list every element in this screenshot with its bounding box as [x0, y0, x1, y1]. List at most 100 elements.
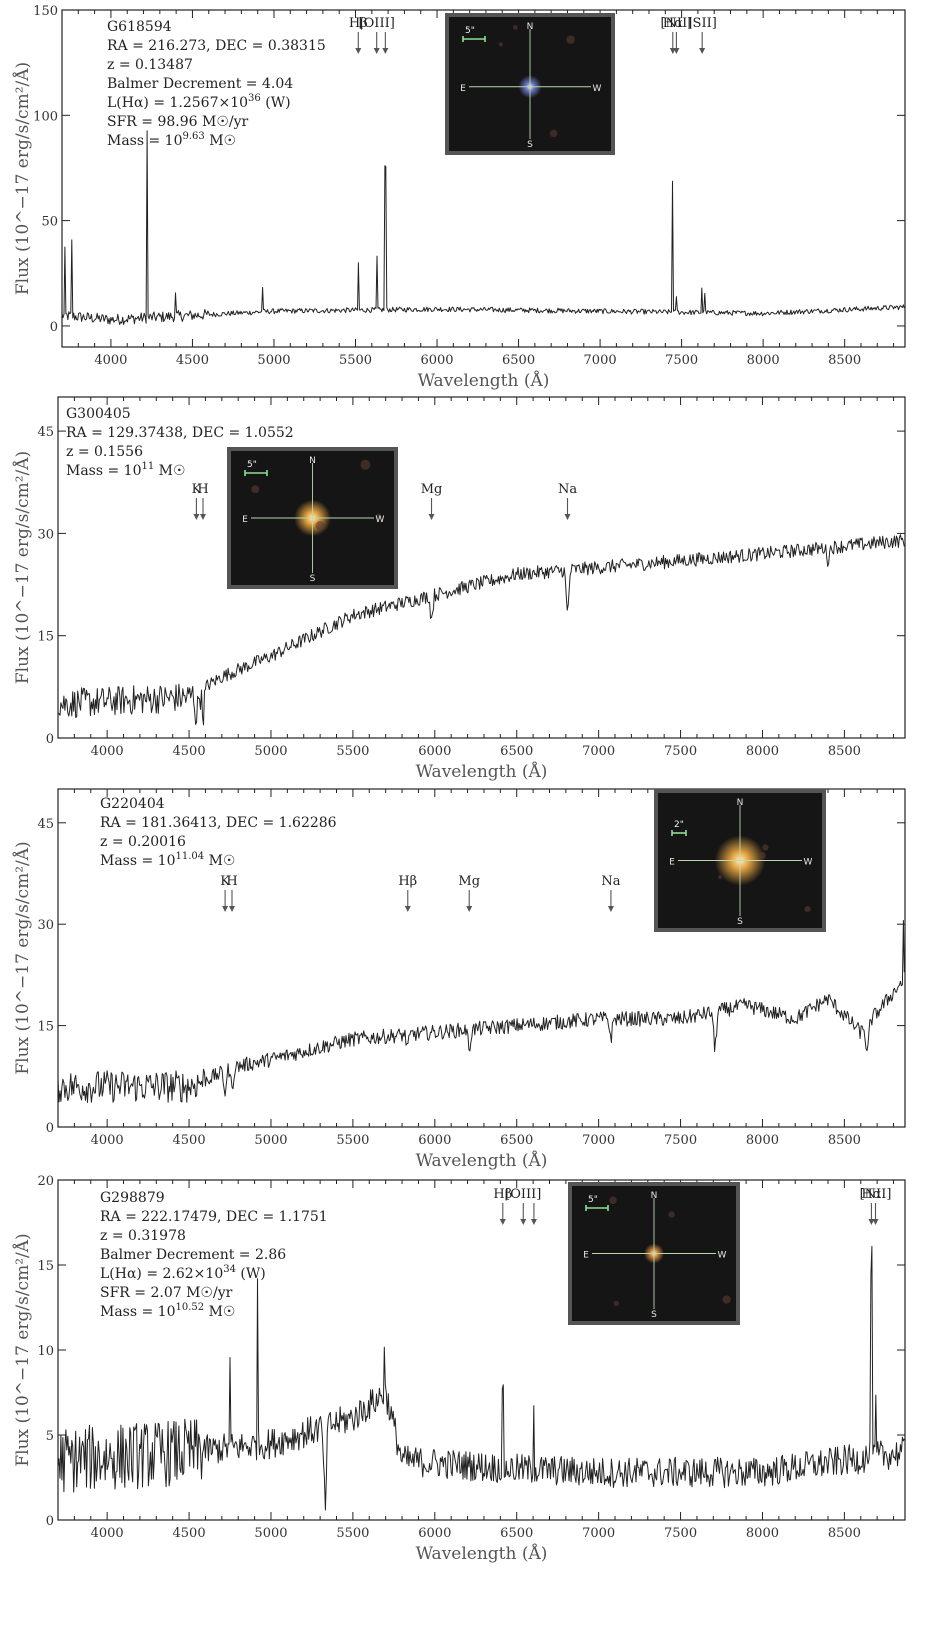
y-axis-label: Flux (10^−17 erg/s/cm²/Å): [12, 451, 33, 684]
compass-east: E: [242, 515, 248, 525]
background-source: [717, 874, 723, 880]
x-tick-label: 7000: [582, 1526, 615, 1541]
x-tick-label: 6000: [418, 744, 451, 759]
x-tick-label: 6500: [500, 744, 533, 759]
plot-frame: [57, 788, 906, 1128]
line-marker-head: [466, 906, 473, 912]
info-line: Balmer Decrement = 4.04: [107, 76, 293, 92]
x-axis-label: Wavelength (Å): [418, 370, 550, 391]
line-marker-head: [673, 48, 680, 54]
scale-bar-label: 5": [247, 460, 257, 470]
background-source: [498, 42, 503, 47]
x-tick-label: 7500: [664, 744, 697, 759]
info-line: z = 0.20016: [100, 834, 186, 850]
y-tick-label: 45: [37, 817, 54, 832]
y-tick-label: 100: [33, 109, 58, 124]
info-line: Mass = 1010.52​ M☉: [100, 1302, 235, 1320]
plot-frame: [57, 396, 906, 739]
compass-south: S: [651, 1310, 657, 1320]
x-tick-label: 5000: [254, 1133, 287, 1148]
y-tick-label: 30: [37, 918, 54, 933]
background-source: [668, 1211, 675, 1218]
x-tick-label: 4000: [91, 744, 124, 759]
x-tick-label: 6500: [500, 1526, 533, 1541]
galaxy-id: G618594: [107, 19, 172, 35]
compass-west: W: [804, 858, 813, 868]
compass-west: W: [718, 1251, 727, 1261]
line-marker-label: [OIII]: [359, 16, 395, 31]
background-source: [609, 1196, 617, 1205]
scale-bar-label: 5": [465, 26, 475, 36]
x-tick-label: 7000: [582, 1133, 615, 1148]
info-line: SFR = 2.07 M☉/yr: [100, 1285, 233, 1301]
line-marker-head: [199, 514, 206, 520]
x-tick-label: 4500: [173, 1133, 206, 1148]
x-tick-label: 6000: [420, 353, 453, 368]
y-tick-label: 0: [46, 1514, 54, 1529]
y-tick-label: 15: [37, 630, 54, 645]
background-source: [315, 521, 325, 531]
compass-east: E: [669, 858, 675, 868]
y-tick-label: 0: [46, 732, 54, 747]
compass-north: N: [651, 1191, 658, 1201]
chart-panel-G220404: 4000 4500 5000 5500 6000 6500 7000 7500 8000 8500…: [12, 788, 906, 1171]
line-marker-label: [OIII]: [505, 1187, 541, 1202]
y-axis-label: Flux (10^−17 erg/s/cm²/Å): [12, 62, 33, 295]
x-tick-label: 4000: [91, 1526, 124, 1541]
chart-panel-G298879: 4000 4500 5000 5500 6000 6500 7000 7500 8000 8500…: [12, 1174, 906, 1564]
line-marker-label: Mg: [421, 482, 443, 497]
line-marker-label: K: [192, 482, 202, 497]
x-tick-label: 5500: [339, 353, 372, 368]
line-marker-label: Hβ: [398, 874, 417, 889]
info-line: z = 0.31978: [100, 1228, 186, 1244]
background-source: [251, 485, 260, 494]
info-line: Mass = 1011.04​ M☉: [100, 851, 235, 869]
y-tick-label: 20: [37, 1174, 54, 1189]
info-line: RA = 129.37438, DEC = 1.0552: [66, 425, 294, 441]
info-line: Mass = 109.63​ M☉: [107, 131, 236, 149]
y-axis-label: Flux (10^−17 erg/s/cm²/Å): [12, 841, 33, 1074]
x-tick-label: 8000: [746, 744, 779, 759]
compass-west: W: [376, 515, 385, 525]
x-tick-label: 4000: [94, 353, 127, 368]
y-tick-label: 10: [37, 1344, 54, 1359]
info-line: L(Hα) = 2.62×1034​ (W): [100, 1264, 266, 1282]
line-marker-head: [228, 906, 235, 912]
scale-bar-label: 2": [674, 820, 684, 830]
x-tick-label: 8500: [828, 1526, 861, 1541]
info-line: L(Hα) = 1.2567×1036​ (W): [107, 93, 291, 111]
chart-panel-G300405: 4000 4500 5000 5500 6000 6500 7000 7500 8000 8500…: [12, 396, 906, 782]
galaxy-inset-image: N E W S 5": [227, 447, 398, 589]
y-tick-label: 5: [46, 1429, 54, 1444]
line-marker-label: [NII]: [860, 1187, 892, 1202]
background-source: [762, 844, 769, 851]
x-tick-label: 5000: [254, 744, 287, 759]
background-source: [360, 459, 371, 470]
info-line: RA = 181.36413, DEC = 1.62286: [100, 815, 337, 831]
compass-west: W: [593, 84, 602, 94]
x-tick-label: 8000: [746, 1133, 779, 1148]
y-tick-label: 15: [37, 1259, 54, 1274]
line-marker-head: [564, 514, 571, 520]
x-tick-label: 6000: [418, 1526, 451, 1541]
x-axis-label: Wavelength (Å): [416, 761, 548, 782]
line-marker-label: Na: [601, 874, 620, 889]
line-marker-label: Hα: [663, 16, 683, 31]
galaxy-inset-image: N E W S 5": [445, 13, 615, 155]
x-tick-label: 8500: [828, 353, 861, 368]
x-tick-label: 4500: [173, 744, 206, 759]
spectrum-line: [58, 534, 905, 726]
line-marker-head: [193, 514, 200, 520]
y-tick-label: 150: [33, 4, 58, 19]
galaxy-id: G220404: [100, 796, 165, 812]
x-axis-label: Wavelength (Å): [416, 1150, 548, 1171]
line-marker-head: [530, 1219, 537, 1225]
line-marker-label: H: [226, 874, 237, 889]
galaxy-inset-image: N E W S 2": [654, 789, 826, 932]
compass-south: S: [737, 917, 743, 927]
line-marker-label: Mg: [458, 874, 480, 889]
y-tick-label: 0: [50, 320, 58, 335]
x-tick-label: 8000: [747, 353, 780, 368]
compass-south: S: [310, 574, 316, 584]
